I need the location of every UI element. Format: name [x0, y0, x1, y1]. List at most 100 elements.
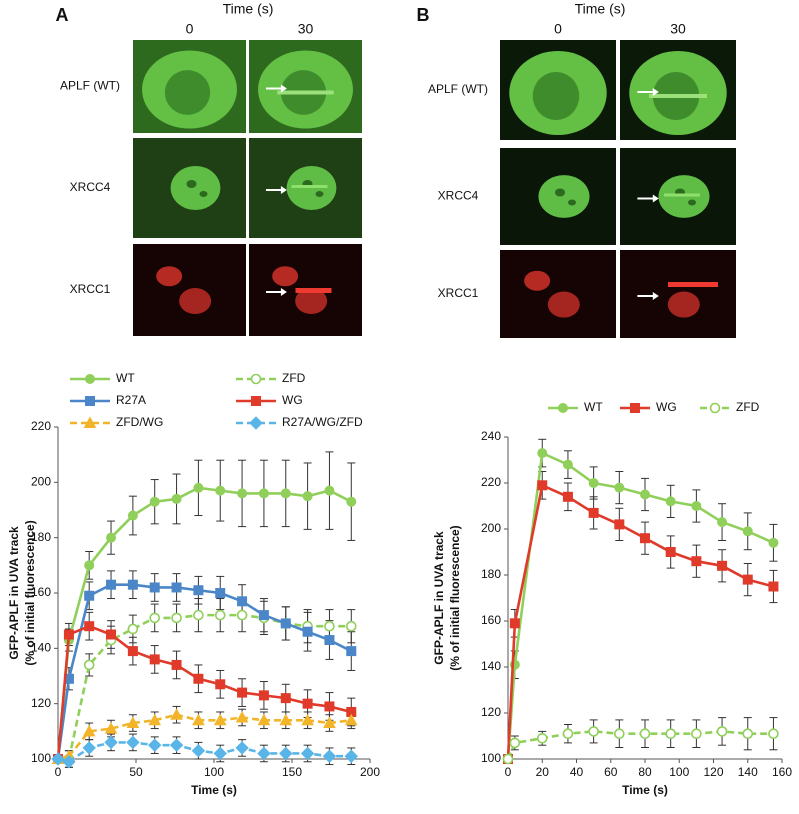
series-line — [506, 730, 774, 760]
time-label: Time (s) — [223, 1, 274, 17]
marker — [536, 732, 548, 744]
marker — [768, 728, 779, 740]
arrow-head — [652, 292, 659, 300]
y-tick-label: 200 — [481, 521, 501, 535]
nucleolus — [186, 180, 197, 188]
marker — [280, 618, 291, 629]
nucleus — [170, 166, 221, 210]
marker — [562, 459, 573, 470]
marker — [237, 488, 248, 499]
x-axis-label: Time (s) — [191, 783, 237, 797]
nucleolus — [688, 199, 696, 206]
marker — [324, 485, 335, 496]
x-tick-label: 120 — [703, 765, 723, 779]
marker — [640, 533, 650, 544]
nucleus — [667, 291, 700, 318]
legend-label: ZFD/WG — [116, 415, 163, 429]
marker — [148, 713, 162, 726]
marker — [193, 673, 204, 684]
marker — [127, 579, 138, 590]
marker — [346, 496, 357, 507]
x-tick-label: 0 — [505, 765, 512, 779]
legend-label: WG — [282, 393, 303, 407]
marker — [742, 728, 754, 740]
row-label: APLF (WT) — [60, 79, 120, 93]
marker — [301, 713, 314, 726]
legend-label: WG — [656, 400, 677, 414]
marker — [104, 722, 118, 734]
uva-track — [664, 193, 700, 197]
marker — [149, 612, 161, 624]
x-tick-label: 0 — [55, 765, 62, 779]
marker — [322, 749, 337, 763]
row-label: XRCC1 — [438, 286, 479, 300]
marker — [768, 537, 779, 548]
y-tick-label: 120 — [481, 705, 501, 719]
x-tick-label: 140 — [738, 765, 758, 779]
nucleus — [179, 288, 212, 315]
marker — [237, 687, 248, 698]
micrograph — [249, 244, 362, 336]
marker — [691, 556, 702, 567]
marker — [665, 728, 676, 740]
x-tick-label: 160 — [772, 765, 792, 779]
arrow-head — [280, 84, 287, 93]
column-label: 30 — [298, 21, 314, 37]
arrow-head — [280, 288, 287, 296]
legend-marker — [83, 416, 97, 428]
micrograph — [133, 40, 246, 133]
marker — [82, 724, 96, 737]
marker — [191, 743, 206, 758]
y-tick-label: 200 — [31, 475, 51, 489]
marker — [640, 489, 650, 500]
marker — [742, 526, 753, 537]
marker — [82, 741, 96, 755]
marker — [235, 710, 249, 723]
marker — [149, 496, 160, 507]
legend-label: ZFD — [736, 400, 760, 414]
nucleus — [156, 266, 183, 287]
marker — [213, 713, 227, 726]
marker — [171, 493, 182, 504]
micrograph — [500, 148, 616, 245]
marker — [126, 735, 140, 750]
x-tick-label: 40 — [570, 765, 584, 779]
marker — [193, 585, 204, 596]
marker — [324, 620, 335, 632]
marker — [691, 728, 702, 740]
marker — [258, 690, 269, 701]
y-axis-label: GFP-APLF in UVA track — [432, 531, 446, 665]
marker — [614, 482, 625, 493]
micrograph — [500, 250, 616, 338]
panel-label: A — [56, 5, 69, 25]
marker — [537, 448, 548, 459]
x-tick-label: 20 — [536, 765, 550, 779]
marker — [62, 755, 76, 769]
x-axis-label: Time (s) — [622, 783, 668, 797]
x-tick-label: 50 — [129, 765, 143, 779]
y-tick-label: 240 — [481, 429, 501, 443]
marker — [509, 737, 521, 749]
micrograph — [133, 138, 246, 238]
y-tick-label: 140 — [481, 659, 501, 673]
x-tick-label: 150 — [282, 765, 302, 779]
marker — [324, 635, 335, 646]
marker — [562, 491, 573, 502]
marker — [84, 621, 95, 632]
legend-marker — [251, 396, 261, 406]
marker — [104, 735, 118, 750]
marker — [84, 560, 95, 571]
marker — [236, 609, 248, 621]
uva-track — [668, 282, 718, 287]
x-tick-label: 100 — [669, 765, 689, 779]
marker — [214, 609, 226, 621]
marker — [280, 693, 291, 704]
marker — [149, 654, 160, 665]
legend-marker — [85, 374, 95, 384]
y-tick-label: 220 — [31, 419, 51, 433]
nucleus — [272, 266, 299, 287]
legend-label: WT — [116, 371, 135, 385]
x-tick-label: 80 — [638, 765, 652, 779]
marker — [588, 507, 599, 518]
